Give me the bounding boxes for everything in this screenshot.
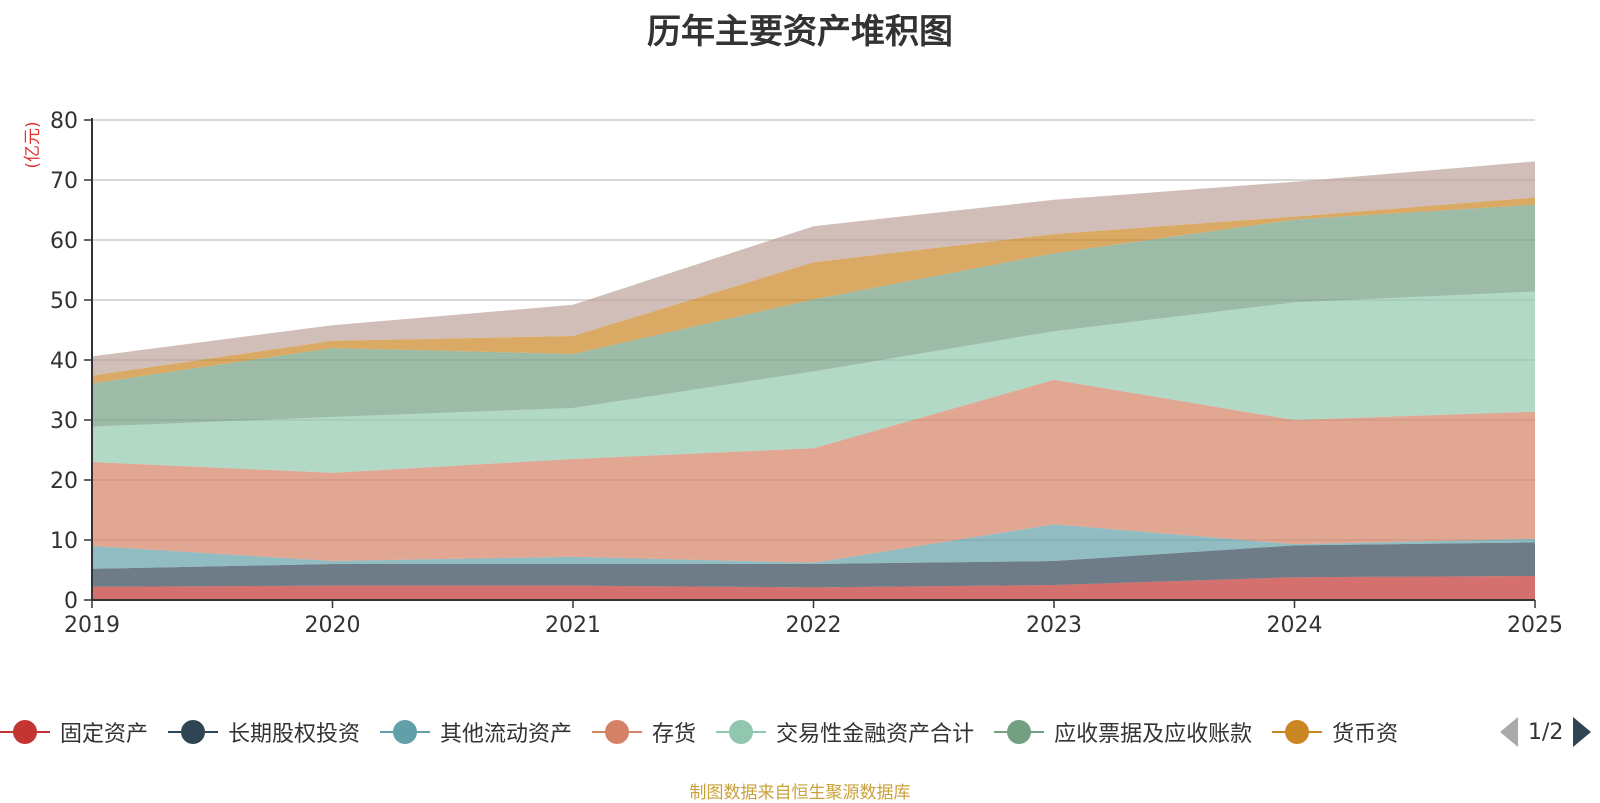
x-tick-label: 2025 [1507,613,1563,638]
y-tick-label: 50 [50,289,78,314]
y-tick-label: 80 [50,109,78,134]
legend-pager: 1/2 [1500,714,1592,750]
legend-marker-icon [380,720,431,744]
area-series-4[interactable] [92,291,1535,473]
area-series-2[interactable] [92,524,1535,569]
area-series-1[interactable] [92,542,1535,588]
y-axis-unit-label: (亿元) [23,121,43,168]
legend-next-arrow-icon[interactable] [1573,717,1592,747]
legend-item[interactable]: 交易性金融资产合计 [716,716,974,748]
x-tick-label: 2024 [1267,613,1323,638]
legend-label: 其他流动资产 [440,722,573,747]
y-tick-label: 70 [50,169,78,194]
x-tick-label: 2021 [545,613,601,638]
legend-marker-icon [716,720,767,744]
y-tick-label: 0 [64,589,78,614]
legend-marker-icon [994,720,1045,744]
axes: 0 10 20 30 40 50 60 70 80 2019 2020 2021 2022 2023 202… [50,109,1563,638]
y-tick-label: 30 [50,409,78,434]
y-tick-label: 10 [50,529,78,554]
legend-label: 交易性金融资产合计 [776,722,975,747]
legend-label: 货币资 [1332,722,1399,747]
x-tick-label: 2022 [786,613,842,638]
legend-marker-icon [0,720,50,744]
legend-marker-icon [1272,720,1323,744]
area-series-5[interactable] [92,204,1535,427]
legend-label: 固定资产 [60,722,149,747]
legend-item[interactable]: 货币资 [1272,716,1398,748]
legend-marker-icon [592,720,643,744]
legend-item[interactable]: 固定资产 [0,716,148,748]
x-tick-label: 2020 [305,613,361,638]
stacked-areas [92,161,1535,600]
area-series-6[interactable] [92,197,1535,384]
legend-page-indicator: 1/2 [1528,719,1564,745]
x-tick-label: 2023 [1026,613,1082,638]
legend-label: 长期股权投资 [228,722,361,747]
chart-title: 历年主要资产堆积图 [647,12,953,52]
legend-label: 存货 [652,722,697,747]
area-series-7[interactable] [92,161,1535,376]
legend-item[interactable]: 存货 [592,716,696,748]
legend-item[interactable]: 长期股权投资 [168,716,360,748]
legend-label: 应收票据及应收账款 [1054,722,1253,747]
area-series-0[interactable] [92,576,1535,600]
x-tick-label: 2019 [64,613,120,638]
y-tick-label: 20 [50,469,78,494]
legend-item[interactable]: 应收票据及应收账款 [994,716,1252,748]
legend-item[interactable]: 其他流动资产 [380,716,572,748]
legend-marker-icon [168,720,219,744]
source-note: 制图数据来自恒生聚源数据库 [689,783,911,803]
area-series-3[interactable] [92,379,1535,563]
y-tick-label: 40 [50,349,78,374]
y-tick-label: 60 [50,229,78,254]
legend-prev-arrow-icon[interactable] [1500,717,1518,747]
legend: 固定资产 长期股权投资 其他流动资产 存货 交易性金融资产合计 应收票据及应收账款 货币资 [0,712,1418,752]
